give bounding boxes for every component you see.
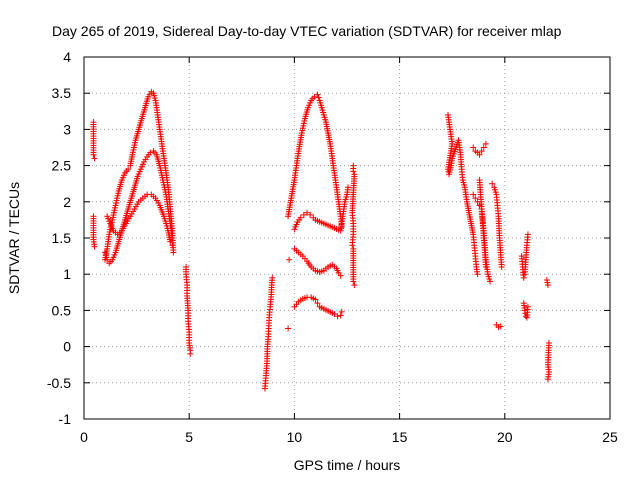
- data-point: [170, 249, 177, 256]
- data-point: [350, 278, 357, 285]
- data-point: [544, 376, 551, 383]
- data-point: [349, 242, 356, 249]
- data-point: [472, 195, 479, 202]
- data-point: [269, 274, 276, 281]
- x-tick-label: 5: [185, 429, 193, 445]
- x-tick-label: 0: [80, 429, 88, 445]
- data-point: [520, 274, 527, 281]
- data-point: [91, 243, 98, 250]
- y-tick-label: 3.5: [52, 85, 72, 101]
- data-point: [91, 155, 98, 162]
- data-point: [524, 231, 531, 238]
- x-tick-label: 25: [602, 429, 618, 445]
- y-tick-label: 1: [63, 266, 71, 282]
- data-point: [286, 256, 293, 263]
- data-point: [331, 311, 338, 318]
- y-tick-label: 2: [63, 194, 71, 210]
- data-point: [345, 184, 352, 191]
- y-tick-label: 1.5: [52, 230, 72, 246]
- data-point: [104, 256, 111, 263]
- data-point: [480, 144, 487, 151]
- data-point: [334, 313, 341, 320]
- y-tick-label: -0.5: [47, 375, 71, 391]
- x-tick-label: 15: [392, 429, 408, 445]
- data-point: [522, 313, 529, 320]
- data-point: [307, 211, 314, 218]
- y-tick-label: 0.5: [52, 302, 72, 318]
- data-point: [470, 191, 477, 198]
- y-axis-label: SDTVAR / TECUs: [6, 182, 22, 294]
- data-point-fill: [544, 279, 551, 286]
- data-point: [476, 151, 483, 158]
- plot-frame: [83, 56, 611, 420]
- grid: [84, 57, 610, 419]
- y-tick-label: 4: [63, 49, 71, 65]
- chart-title: Day 265 of 2019, Sidereal Day-to-day VTE…: [52, 23, 562, 39]
- data-point: [314, 300, 321, 307]
- data-point: [311, 93, 318, 100]
- data-point: [351, 282, 358, 289]
- x-axis-ticks: 0 5 10 15 20 25: [80, 57, 618, 445]
- data-point: [498, 263, 505, 270]
- data-point: [125, 166, 132, 173]
- y-tick-label: 2.5: [52, 158, 72, 174]
- x-tick-label: 20: [497, 429, 513, 445]
- data-point: [543, 276, 550, 283]
- data-point: [337, 312, 344, 319]
- data-point: [544, 282, 551, 289]
- data-point: [474, 271, 481, 278]
- data-point: [304, 209, 311, 216]
- data-point: [187, 350, 194, 357]
- y-axis-ticks: -1 -0.5 0 0.5 1 1.5 2 2.5 3 3.5 4: [47, 49, 610, 427]
- data-point: [337, 272, 344, 279]
- y-tick-label: -1: [59, 411, 72, 427]
- data-point: [314, 91, 321, 98]
- data-point: [482, 140, 489, 147]
- data-point: [478, 148, 485, 155]
- data-point: [338, 308, 345, 315]
- data-point: [470, 144, 477, 151]
- data-point: [90, 151, 97, 158]
- data-point: [482, 263, 489, 270]
- data-points: [90, 88, 552, 392]
- data-point: [487, 278, 494, 285]
- data-point: [169, 242, 176, 249]
- data-point: [312, 296, 319, 303]
- y-tick-label: 3: [63, 121, 71, 137]
- data-point-fill: [315, 94, 322, 101]
- data-point: [167, 238, 174, 245]
- data-point: [497, 323, 504, 330]
- data-point: [524, 303, 531, 310]
- x-tick-label: 10: [287, 429, 303, 445]
- x-axis-label: GPS time / hours: [294, 457, 401, 473]
- y-tick-label: 0: [63, 339, 71, 355]
- data-point: [297, 214, 304, 221]
- data-point: [285, 325, 292, 332]
- data-point: [350, 168, 357, 175]
- data-point: [300, 211, 307, 218]
- data-point: [489, 180, 496, 187]
- data-point: [169, 235, 176, 241]
